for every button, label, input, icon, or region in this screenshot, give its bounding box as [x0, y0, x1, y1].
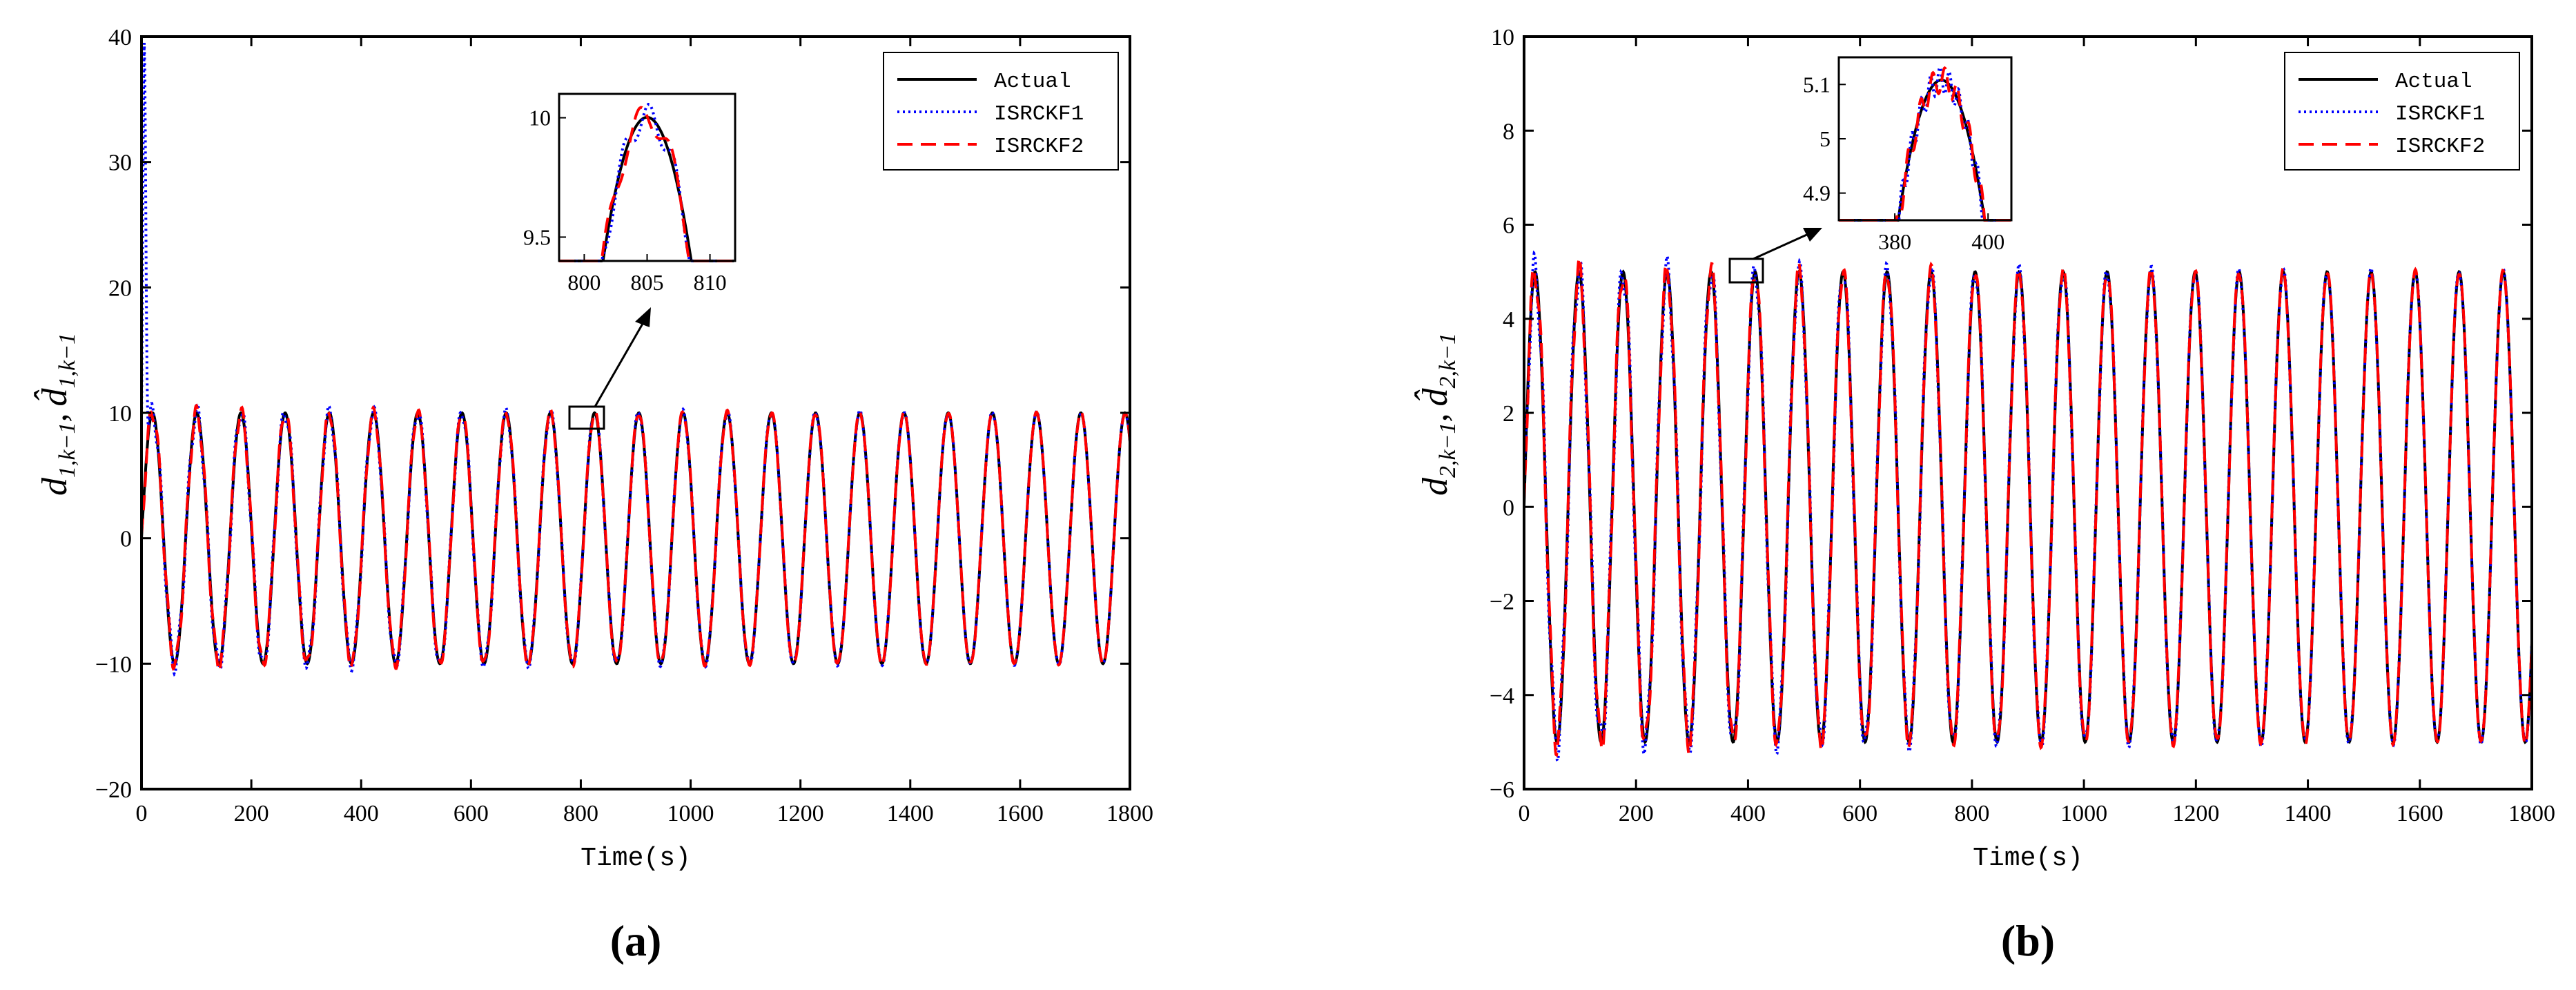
xtick-label: 1400	[887, 801, 934, 826]
ytick-label: 40	[108, 25, 132, 50]
inset-ytick-label: 5	[1819, 126, 1831, 151]
ytick-label: −10	[95, 652, 132, 677]
xtick-label: 800	[1954, 801, 1989, 826]
series-isrckf2-line	[140, 403, 1131, 674]
chart-a-ylabel: d1,k−1,d̂1,k−1	[33, 333, 80, 496]
chart-b-zoom-arrowhead	[1803, 228, 1822, 242]
chart-b-curves	[1523, 250, 2533, 766]
inset-xtick-label: 380	[1878, 229, 1911, 254]
chart-b-xticks: 0 200 400 600 800 1000 1200 1400 1600 1800	[1519, 37, 2555, 826]
chart-b-xlabel: Time(s)	[1973, 844, 2083, 873]
series-actual-line	[1523, 269, 2533, 745]
ytick-label: 6	[1503, 213, 1514, 239]
chart-b-inset-ticks: 380 400 4.9 5 5.1	[1803, 72, 2004, 254]
ytick-label: 10	[108, 401, 132, 427]
ytick-label: −20	[95, 777, 132, 803]
xtick-label: 0	[1519, 801, 1530, 826]
xtick-label: 1400	[2285, 801, 2332, 826]
inset-ytick-label: 5.1	[1803, 72, 1831, 97]
inset-ytick-label: 4.9	[1803, 181, 1831, 206]
chart-a-yticks: −20 −10 0 10 20 30 40	[95, 25, 1130, 803]
series-isrckf2-line	[1523, 253, 2533, 757]
chart-a-inset-ticks: 800 805 810 9.5 10	[523, 106, 727, 295]
legend-a-isrckf2-label: ISRCKF2	[994, 135, 1084, 159]
xtick-label: 200	[234, 801, 269, 826]
chart-b-inset: 380 400 4.9 5 5.1	[1803, 56, 2013, 254]
xtick-label: 1200	[2172, 801, 2219, 826]
inset-ytick-label: 9.5	[523, 224, 551, 249]
xtick-label: 1000	[2060, 801, 2107, 826]
chart-b-yticks: −6 −4 −2 0 2 4 6 8 10	[1490, 25, 2532, 803]
chart-a-xlabel: Time(s)	[580, 844, 691, 873]
xtick-label: 800	[563, 801, 598, 826]
chart-a-zoom-box	[568, 405, 605, 430]
chart-a: 0 200 400 600 800 1000 1200 1400 1600 1800 −20−10…	[33, 25, 1153, 965]
chart-a-legend: Actual ISRCKF1 ISRCKF2	[883, 52, 1119, 171]
xtick-label: 1600	[997, 801, 1044, 826]
xtick-label: 600	[453, 801, 489, 826]
ytick-label: 2	[1503, 401, 1514, 427]
xtick-label: 200	[1619, 801, 1654, 826]
xtick-label: 600	[1842, 801, 1877, 826]
chart-b-ylabel: d2,k−1,d̂2,k−1	[1414, 333, 1461, 496]
chart-a-zoom-arrowhead	[635, 307, 651, 327]
panel-label-b: (b)	[2001, 916, 2055, 965]
xtick-label: 0	[136, 801, 148, 826]
xtick-label: 1200	[777, 801, 824, 826]
xtick-label: 1000	[667, 801, 714, 826]
chart-a-inset: 800 805 810 9.5 10	[523, 93, 736, 295]
ytick-label: 20	[108, 275, 132, 301]
xtick-label: 400	[1730, 801, 1766, 826]
chart-b: 0 200 400 600 800 1000 1200 1400 1600 1800 −6 −4 −2…	[1414, 25, 2555, 965]
inset-xtick-label: 400	[1971, 229, 2004, 254]
series-isrckf1-line	[1523, 250, 2533, 766]
ytick-label: 0	[120, 527, 132, 552]
ytick-label: −4	[1490, 683, 1514, 709]
series-isrckf1-line	[140, 43, 1131, 677]
chart-b-zoom-arrow	[1753, 232, 1811, 260]
xtick-label: 400	[344, 801, 379, 826]
chart-b-zoom-box	[1728, 258, 1764, 284]
svg-text:d1,k−1,d̂1,k−1: d1,k−1,d̂1,k−1	[33, 333, 80, 496]
chart-a-xticks: 0 200 400 600 800 1000 1200 1400 1600 1800	[136, 37, 1153, 826]
legend-b-actual-label: Actual	[2395, 70, 2472, 94]
legend-a-isrckf1-label: ISRCKF1	[994, 102, 1084, 126]
ytick-label: 0	[1503, 495, 1514, 521]
chart-a-curves	[140, 43, 1131, 677]
ytick-label: 8	[1503, 119, 1514, 144]
inset-xtick-label: 800	[567, 270, 601, 295]
chart-b-legend: Actual ISRCKF1 ISRCKF2	[2284, 52, 2520, 171]
xtick-label: 1800	[1106, 801, 1153, 826]
panel-label-a: (a)	[610, 916, 662, 965]
inset-xtick-label: 810	[694, 270, 727, 295]
legend-b-isrckf1-label: ISRCKF1	[2395, 102, 2485, 126]
ytick-label: 10	[1491, 25, 1514, 50]
ytick-label: 4	[1503, 307, 1514, 333]
inset-xtick-label: 805	[631, 270, 664, 295]
chart-a-zoom-arrow	[594, 318, 647, 407]
xtick-label: 1800	[2508, 801, 2555, 826]
ytick-label: −6	[1490, 777, 1514, 803]
legend-b-isrckf2-label: ISRCKF2	[2395, 135, 2485, 159]
svg-text:d2,k−1,d̂2,k−1: d2,k−1,d̂2,k−1	[1414, 333, 1461, 496]
inset-ytick-label: 10	[529, 106, 551, 130]
ytick-label: −2	[1490, 590, 1514, 615]
ytick-label: 30	[108, 151, 132, 176]
legend-a-actual-label: Actual	[994, 70, 1071, 94]
xtick-label: 1600	[2397, 801, 2443, 826]
